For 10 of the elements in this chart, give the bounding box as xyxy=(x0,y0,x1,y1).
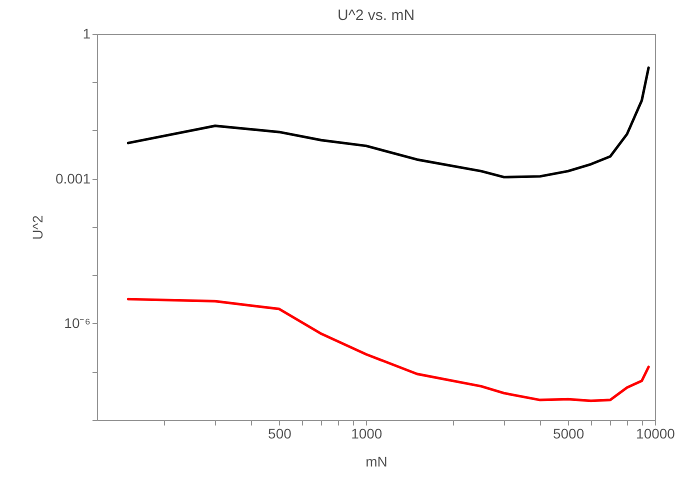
x-tick-label: 1000 xyxy=(351,426,382,442)
x-tick-label: 5000 xyxy=(552,426,584,442)
x-tick-label: 10000 xyxy=(636,426,676,442)
y-tick-label: 1 xyxy=(82,26,91,42)
y-tick-label: 10⁻⁶ xyxy=(64,315,90,331)
chart-title: U^2 vs. mN xyxy=(337,7,415,24)
y-tick-label: 0.001 xyxy=(55,170,91,186)
x-axis-title: mN xyxy=(366,454,388,470)
x-tick-label: 500 xyxy=(268,426,292,442)
y-axis-title: U^2 xyxy=(29,215,46,240)
